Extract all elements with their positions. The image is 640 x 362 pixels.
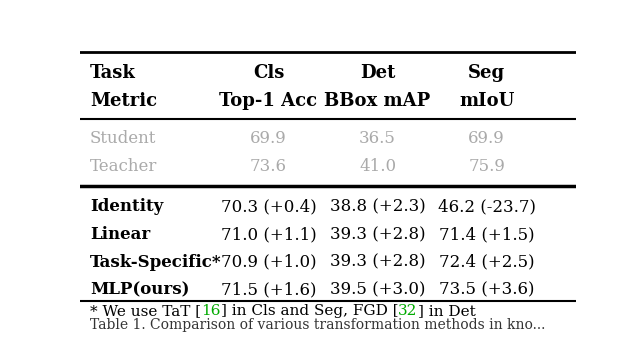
Text: 69.9: 69.9 (250, 130, 287, 147)
Text: Student: Student (90, 130, 156, 147)
Text: Teacher: Teacher (90, 157, 157, 174)
Text: 71.5 (+1.6): 71.5 (+1.6) (221, 282, 316, 299)
Text: 70.3 (+0.4): 70.3 (+0.4) (221, 198, 316, 215)
Text: Cls: Cls (253, 64, 284, 82)
Text: Det: Det (360, 64, 396, 82)
Text: Task: Task (90, 64, 136, 82)
Text: ] in Cls and Seg, FGD [: ] in Cls and Seg, FGD [ (221, 304, 398, 318)
Text: Table 1. Comparison of various transformation methods in kno...: Table 1. Comparison of various transform… (90, 318, 545, 332)
Text: 41.0: 41.0 (359, 157, 396, 174)
Text: 39.5 (+3.0): 39.5 (+3.0) (330, 282, 426, 299)
Text: 73.6: 73.6 (250, 157, 287, 174)
Text: 16: 16 (201, 304, 221, 318)
Text: Metric: Metric (90, 92, 157, 110)
Text: Linear: Linear (90, 226, 150, 243)
Text: BBox mAP: BBox mAP (324, 92, 431, 110)
Text: ] in Det: ] in Det (417, 304, 476, 318)
Text: Identity: Identity (90, 198, 163, 215)
Text: 46.2 (-23.7): 46.2 (-23.7) (438, 198, 536, 215)
Text: Seg: Seg (468, 64, 506, 82)
Text: 75.9: 75.9 (468, 157, 505, 174)
Text: 32: 32 (398, 304, 417, 318)
Text: 38.8 (+2.3): 38.8 (+2.3) (330, 198, 426, 215)
Text: 39.3 (+2.8): 39.3 (+2.8) (330, 254, 426, 271)
Text: 70.9 (+1.0): 70.9 (+1.0) (221, 254, 316, 271)
Text: 73.5 (+3.6): 73.5 (+3.6) (439, 282, 534, 299)
Text: 71.4 (+1.5): 71.4 (+1.5) (439, 226, 534, 243)
Text: MLP(ours): MLP(ours) (90, 282, 189, 299)
Text: mIoU: mIoU (459, 92, 515, 110)
Text: 39.3 (+2.8): 39.3 (+2.8) (330, 226, 426, 243)
Text: * We use TaT [: * We use TaT [ (90, 304, 201, 318)
Text: 72.4 (+2.5): 72.4 (+2.5) (439, 254, 534, 271)
Text: 69.9: 69.9 (468, 130, 505, 147)
Text: 71.0 (+1.1): 71.0 (+1.1) (221, 226, 316, 243)
Text: Top-1 Acc: Top-1 Acc (220, 92, 317, 110)
Text: Task-Specific*: Task-Specific* (90, 254, 221, 271)
Text: 36.5: 36.5 (359, 130, 396, 147)
